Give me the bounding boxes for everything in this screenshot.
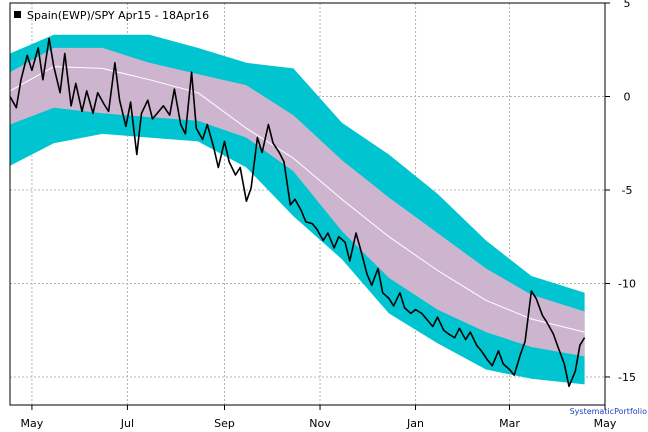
- x-tick-label-5: Mar: [499, 417, 520, 430]
- inner-band: [10, 47, 585, 357]
- x-tick-label-2: Sep: [214, 417, 235, 430]
- x-tick-label-3: Nov: [309, 417, 331, 430]
- legend-label: Spain(EWP)/SPY Apr15 - 18Apr16: [27, 9, 209, 22]
- y-tick-label-1: 0: [624, 90, 631, 103]
- plot-frame: [9, 2, 606, 406]
- y-axis: 5 0 -5 -10 -15: [605, 0, 636, 384]
- series-lines: [10, 37, 586, 388]
- x-tick-label-6: May: [594, 417, 617, 430]
- y-tick-label-3: -10: [618, 277, 636, 290]
- bands: [10, 34, 585, 385]
- y-tick-label-4: -15: [618, 371, 636, 384]
- series-line-ratio: [10, 37, 586, 388]
- x-axis: May Jul Sep Nov Jan Mar May: [21, 405, 617, 430]
- y-tick-label-2: -5: [622, 184, 633, 197]
- credit-text: SystematicPortfolio: [570, 407, 648, 416]
- legend: Spain(EWP)/SPY Apr15 - 18Apr16: [14, 9, 209, 22]
- legend-swatch: [14, 11, 21, 18]
- center-line: [10, 66, 585, 333]
- x-tick-label-4: Jan: [406, 417, 424, 430]
- y-tick-label-0: 5: [624, 0, 631, 10]
- x-tick-label-1: Jul: [120, 417, 134, 430]
- x-tick-label-0: May: [21, 417, 44, 430]
